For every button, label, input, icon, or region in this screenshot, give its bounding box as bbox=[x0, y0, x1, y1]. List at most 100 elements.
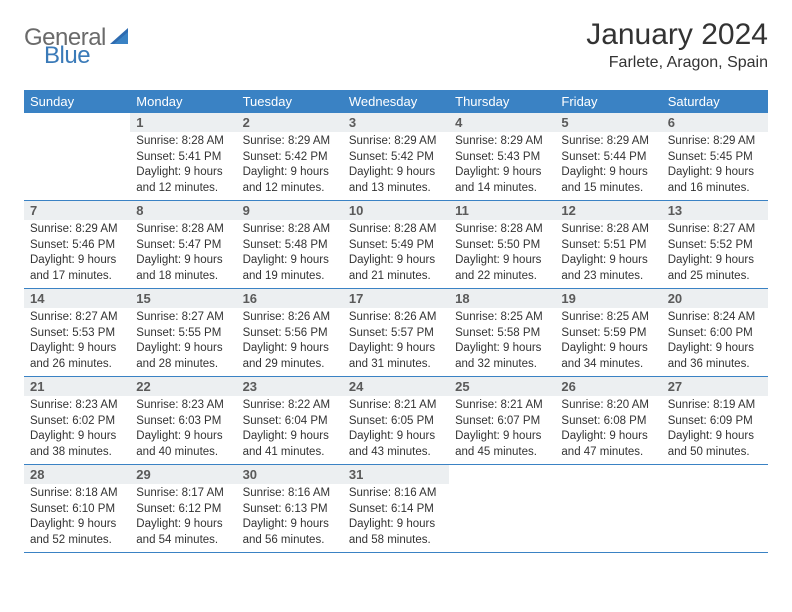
day-number: 3 bbox=[343, 113, 449, 132]
day-body: Sunrise: 8:28 AMSunset: 5:50 PMDaylight:… bbox=[449, 220, 555, 288]
month-title: January 2024 bbox=[586, 18, 768, 52]
day-body: Sunrise: 8:29 AMSunset: 5:43 PMDaylight:… bbox=[449, 132, 555, 200]
calendar-cell: 2Sunrise: 8:29 AMSunset: 5:42 PMDaylight… bbox=[237, 113, 343, 201]
day-body: Sunrise: 8:29 AMSunset: 5:46 PMDaylight:… bbox=[24, 220, 130, 288]
calendar-row: 21Sunrise: 8:23 AMSunset: 6:02 PMDayligh… bbox=[24, 377, 768, 465]
day-number: 21 bbox=[24, 377, 130, 396]
day-number: 18 bbox=[449, 289, 555, 308]
calendar-cell: 12Sunrise: 8:28 AMSunset: 5:51 PMDayligh… bbox=[555, 201, 661, 289]
day-number: 15 bbox=[130, 289, 236, 308]
day-body: Sunrise: 8:25 AMSunset: 5:59 PMDaylight:… bbox=[555, 308, 661, 376]
calendar-cell: 18Sunrise: 8:25 AMSunset: 5:58 PMDayligh… bbox=[449, 289, 555, 377]
day-number: 17 bbox=[343, 289, 449, 308]
day-body: Sunrise: 8:29 AMSunset: 5:42 PMDaylight:… bbox=[343, 132, 449, 200]
day-body: Sunrise: 8:21 AMSunset: 6:05 PMDaylight:… bbox=[343, 396, 449, 464]
calendar-cell: 21Sunrise: 8:23 AMSunset: 6:02 PMDayligh… bbox=[24, 377, 130, 465]
calendar-cell: 31Sunrise: 8:16 AMSunset: 6:14 PMDayligh… bbox=[343, 465, 449, 553]
day-number: 16 bbox=[237, 289, 343, 308]
day-number: 27 bbox=[662, 377, 768, 396]
weekday-header: Friday bbox=[555, 90, 661, 113]
day-number: 10 bbox=[343, 201, 449, 220]
day-body: Sunrise: 8:26 AMSunset: 5:57 PMDaylight:… bbox=[343, 308, 449, 376]
calendar-cell: 8Sunrise: 8:28 AMSunset: 5:47 PMDaylight… bbox=[130, 201, 236, 289]
calendar-cell: 20Sunrise: 8:24 AMSunset: 6:00 PMDayligh… bbox=[662, 289, 768, 377]
calendar-cell: 27Sunrise: 8:19 AMSunset: 6:09 PMDayligh… bbox=[662, 377, 768, 465]
calendar-cell: 14Sunrise: 8:27 AMSunset: 5:53 PMDayligh… bbox=[24, 289, 130, 377]
day-body: Sunrise: 8:28 AMSunset: 5:47 PMDaylight:… bbox=[130, 220, 236, 288]
calendar-cell: 25Sunrise: 8:21 AMSunset: 6:07 PMDayligh… bbox=[449, 377, 555, 465]
day-body: Sunrise: 8:26 AMSunset: 5:56 PMDaylight:… bbox=[237, 308, 343, 376]
day-number: 30 bbox=[237, 465, 343, 484]
day-number: 13 bbox=[662, 201, 768, 220]
day-number: 22 bbox=[130, 377, 236, 396]
day-body: Sunrise: 8:16 AMSunset: 6:13 PMDaylight:… bbox=[237, 484, 343, 552]
day-number: 8 bbox=[130, 201, 236, 220]
calendar-row: 14Sunrise: 8:27 AMSunset: 5:53 PMDayligh… bbox=[24, 289, 768, 377]
day-number: 14 bbox=[24, 289, 130, 308]
calendar-cell-empty bbox=[24, 113, 130, 201]
calendar-cell: 7Sunrise: 8:29 AMSunset: 5:46 PMDaylight… bbox=[24, 201, 130, 289]
day-number: 26 bbox=[555, 377, 661, 396]
day-number: 20 bbox=[662, 289, 768, 308]
day-body: Sunrise: 8:27 AMSunset: 5:52 PMDaylight:… bbox=[662, 220, 768, 288]
weekday-header: Sunday bbox=[24, 90, 130, 113]
title-block: January 2024 Farlete, Aragon, Spain bbox=[586, 18, 768, 72]
day-body: Sunrise: 8:17 AMSunset: 6:12 PMDaylight:… bbox=[130, 484, 236, 552]
calendar-cell: 22Sunrise: 8:23 AMSunset: 6:03 PMDayligh… bbox=[130, 377, 236, 465]
day-number: 5 bbox=[555, 113, 661, 132]
weekday-header: Wednesday bbox=[343, 90, 449, 113]
day-body: Sunrise: 8:21 AMSunset: 6:07 PMDaylight:… bbox=[449, 396, 555, 464]
day-number: 23 bbox=[237, 377, 343, 396]
calendar-cell: 10Sunrise: 8:28 AMSunset: 5:49 PMDayligh… bbox=[343, 201, 449, 289]
weekday-header: Thursday bbox=[449, 90, 555, 113]
day-body: Sunrise: 8:29 AMSunset: 5:45 PMDaylight:… bbox=[662, 132, 768, 200]
day-body: Sunrise: 8:29 AMSunset: 5:42 PMDaylight:… bbox=[237, 132, 343, 200]
calendar-cell: 24Sunrise: 8:21 AMSunset: 6:05 PMDayligh… bbox=[343, 377, 449, 465]
day-number: 4 bbox=[449, 113, 555, 132]
calendar-cell: 30Sunrise: 8:16 AMSunset: 6:13 PMDayligh… bbox=[237, 465, 343, 553]
calendar-cell: 3Sunrise: 8:29 AMSunset: 5:42 PMDaylight… bbox=[343, 113, 449, 201]
day-body: Sunrise: 8:22 AMSunset: 6:04 PMDaylight:… bbox=[237, 396, 343, 464]
calendar-cell-empty bbox=[555, 465, 661, 553]
calendar-cell: 16Sunrise: 8:26 AMSunset: 5:56 PMDayligh… bbox=[237, 289, 343, 377]
calendar-cell: 6Sunrise: 8:29 AMSunset: 5:45 PMDaylight… bbox=[662, 113, 768, 201]
weekday-header: Monday bbox=[130, 90, 236, 113]
day-body: Sunrise: 8:23 AMSunset: 6:03 PMDaylight:… bbox=[130, 396, 236, 464]
day-number: 11 bbox=[449, 201, 555, 220]
day-number: 7 bbox=[24, 201, 130, 220]
day-body: Sunrise: 8:27 AMSunset: 5:53 PMDaylight:… bbox=[24, 308, 130, 376]
location: Farlete, Aragon, Spain bbox=[586, 54, 768, 72]
weekday-header: Saturday bbox=[662, 90, 768, 113]
day-body: Sunrise: 8:20 AMSunset: 6:08 PMDaylight:… bbox=[555, 396, 661, 464]
calendar-cell: 28Sunrise: 8:18 AMSunset: 6:10 PMDayligh… bbox=[24, 465, 130, 553]
day-body: Sunrise: 8:28 AMSunset: 5:48 PMDaylight:… bbox=[237, 220, 343, 288]
calendar-cell: 26Sunrise: 8:20 AMSunset: 6:08 PMDayligh… bbox=[555, 377, 661, 465]
calendar-cell: 13Sunrise: 8:27 AMSunset: 5:52 PMDayligh… bbox=[662, 201, 768, 289]
calendar-table: SundayMondayTuesdayWednesdayThursdayFrid… bbox=[24, 90, 768, 553]
day-number: 19 bbox=[555, 289, 661, 308]
day-number: 25 bbox=[449, 377, 555, 396]
day-body: Sunrise: 8:24 AMSunset: 6:00 PMDaylight:… bbox=[662, 308, 768, 376]
day-body: Sunrise: 8:28 AMSunset: 5:41 PMDaylight:… bbox=[130, 132, 236, 200]
day-number: 9 bbox=[237, 201, 343, 220]
weekday-header: Tuesday bbox=[237, 90, 343, 113]
day-number: 12 bbox=[555, 201, 661, 220]
day-body: Sunrise: 8:28 AMSunset: 5:49 PMDaylight:… bbox=[343, 220, 449, 288]
calendar-cell-empty bbox=[662, 465, 768, 553]
calendar-body: 1Sunrise: 8:28 AMSunset: 5:41 PMDaylight… bbox=[24, 113, 768, 553]
calendar-row: 28Sunrise: 8:18 AMSunset: 6:10 PMDayligh… bbox=[24, 465, 768, 553]
calendar-cell: 19Sunrise: 8:25 AMSunset: 5:59 PMDayligh… bbox=[555, 289, 661, 377]
calendar-cell: 4Sunrise: 8:29 AMSunset: 5:43 PMDaylight… bbox=[449, 113, 555, 201]
logo-text-blue: Blue bbox=[44, 42, 90, 69]
calendar-cell: 5Sunrise: 8:29 AMSunset: 5:44 PMDaylight… bbox=[555, 113, 661, 201]
day-body: Sunrise: 8:27 AMSunset: 5:55 PMDaylight:… bbox=[130, 308, 236, 376]
day-body: Sunrise: 8:23 AMSunset: 6:02 PMDaylight:… bbox=[24, 396, 130, 464]
day-body: Sunrise: 8:29 AMSunset: 5:44 PMDaylight:… bbox=[555, 132, 661, 200]
day-body: Sunrise: 8:28 AMSunset: 5:51 PMDaylight:… bbox=[555, 220, 661, 288]
calendar-cell: 17Sunrise: 8:26 AMSunset: 5:57 PMDayligh… bbox=[343, 289, 449, 377]
calendar-cell: 11Sunrise: 8:28 AMSunset: 5:50 PMDayligh… bbox=[449, 201, 555, 289]
calendar-cell-empty bbox=[449, 465, 555, 553]
calendar-cell: 9Sunrise: 8:28 AMSunset: 5:48 PMDaylight… bbox=[237, 201, 343, 289]
calendar-row: 7Sunrise: 8:29 AMSunset: 5:46 PMDaylight… bbox=[24, 201, 768, 289]
day-body: Sunrise: 8:16 AMSunset: 6:14 PMDaylight:… bbox=[343, 484, 449, 552]
